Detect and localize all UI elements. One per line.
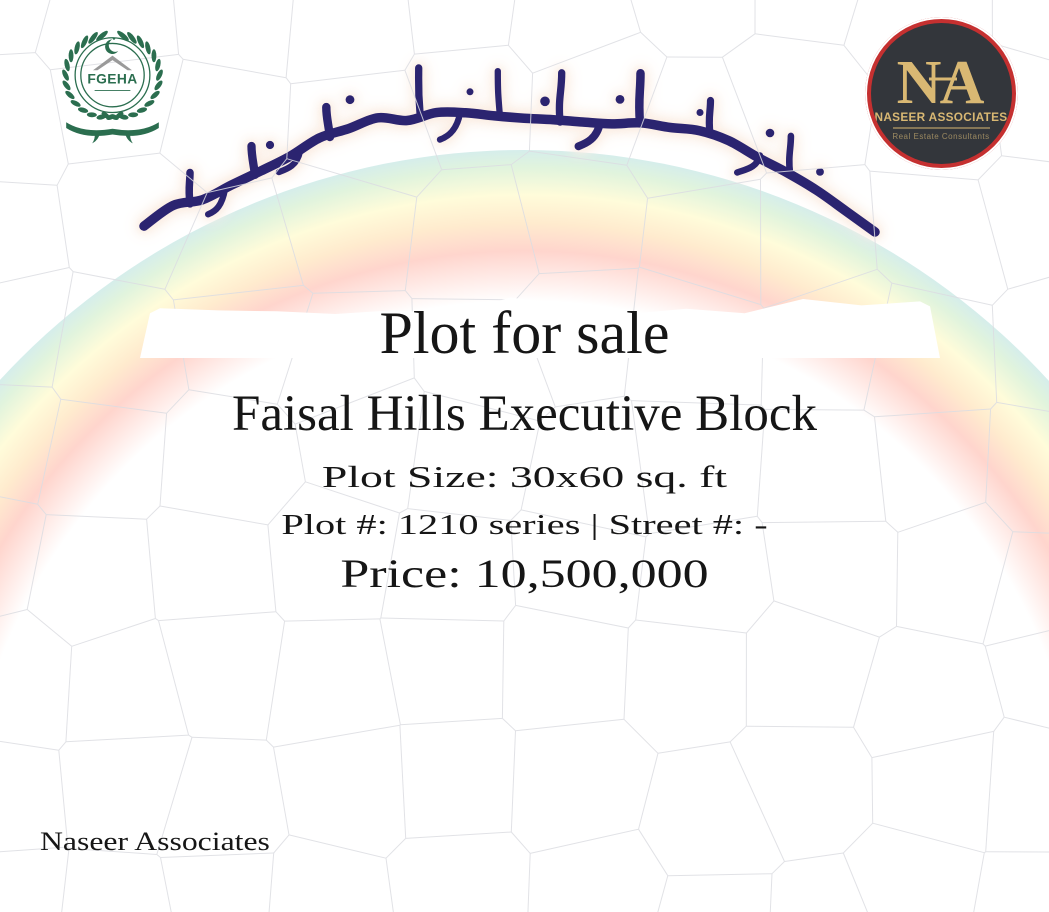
svg-text:N: N xyxy=(897,49,942,117)
svg-text:FGEHA: FGEHA xyxy=(87,70,137,86)
svg-text:Real Estate Consultants: Real Estate Consultants xyxy=(892,132,989,141)
svg-text:A: A xyxy=(940,49,985,117)
svg-text:NASEER ASSOCIATES: NASEER ASSOCIATES xyxy=(875,110,1008,124)
